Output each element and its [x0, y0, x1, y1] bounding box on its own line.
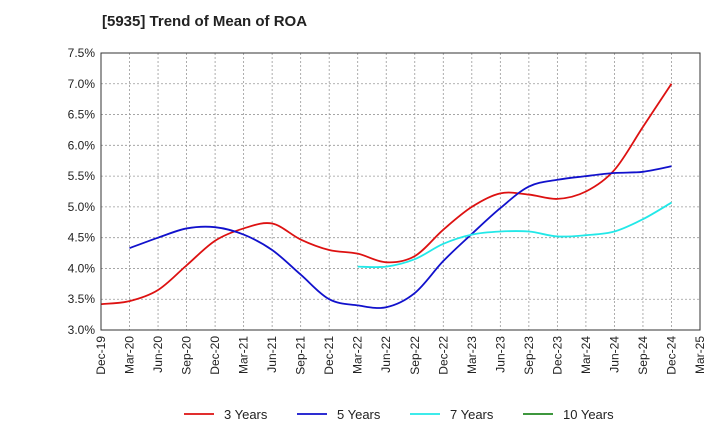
x-tick-label: Mar-20	[123, 336, 137, 374]
x-tick-label: Jun-20	[151, 336, 165, 373]
x-tick-label: Dec-23	[550, 336, 564, 375]
series-line-7-years	[357, 201, 672, 269]
y-tick-label: 6.0%	[68, 138, 96, 152]
x-tick-label: Dec-19	[94, 336, 108, 375]
legend: 3 Years 5 Years 7 Years 10 Years	[184, 407, 614, 422]
y-tick-label: 6.5%	[68, 108, 96, 122]
x-tick-label: Sep-22	[408, 336, 422, 375]
x-tick-label: Dec-22	[436, 336, 450, 375]
y-tick-label: 4.5%	[68, 231, 96, 245]
grid-lines	[100, 52, 701, 331]
x-tick-label: Mar-24	[579, 336, 593, 374]
legend-label-3-years: 3 Years	[224, 407, 268, 422]
x-tick-label: Mar-22	[351, 336, 365, 374]
x-tick-label: Jun-23	[493, 336, 507, 373]
y-tick-label: 3.0%	[68, 323, 96, 337]
y-tick-label: 5.5%	[68, 169, 96, 183]
y-tick-label: 7.0%	[68, 77, 96, 91]
y-axis-tick-labels: 3.0% 3.5% 4.0% 4.5% 5.0% 5.5% 6.0% 6.5% 7.0% 7.5%	[68, 46, 96, 337]
y-tick-label: 3.5%	[68, 292, 96, 306]
plot-frame	[100, 52, 701, 331]
y-tick-label: 7.5%	[68, 46, 96, 60]
x-tick-label: Mar-25	[693, 336, 707, 374]
series-line-3-years	[100, 83, 673, 306]
x-tick-label: Jun-24	[607, 336, 621, 373]
x-tick-label: Dec-20	[208, 336, 222, 375]
x-tick-label: Mar-23	[465, 336, 479, 374]
legend-label-10-years: 10 Years	[563, 407, 614, 422]
x-tick-label: Sep-20	[180, 336, 194, 375]
x-tick-label: Mar-21	[237, 336, 251, 374]
y-tick-label: 5.0%	[68, 200, 96, 214]
x-tick-label: Jun-22	[379, 336, 393, 373]
x-tick-label: Sep-21	[294, 336, 308, 375]
y-tick-label: 4.0%	[68, 261, 96, 275]
legend-label-7-years: 7 Years	[450, 407, 494, 422]
series-line-5-years	[129, 165, 672, 309]
x-tick-label: Jun-21	[265, 336, 279, 373]
series-lines	[100, 83, 673, 309]
x-tick-label: Dec-24	[664, 336, 678, 375]
legend-label-5-years: 5 Years	[337, 407, 381, 422]
chart-title: [5935] Trend of Mean of ROA	[102, 13, 308, 30]
x-tick-label: Dec-21	[322, 336, 336, 375]
x-tick-label: Sep-24	[636, 336, 650, 375]
x-axis-tick-labels: Dec-19 Mar-20 Jun-20 Sep-20 Dec-20 Mar-21 Jun-…	[94, 336, 707, 375]
x-tick-label: Sep-23	[522, 336, 536, 375]
